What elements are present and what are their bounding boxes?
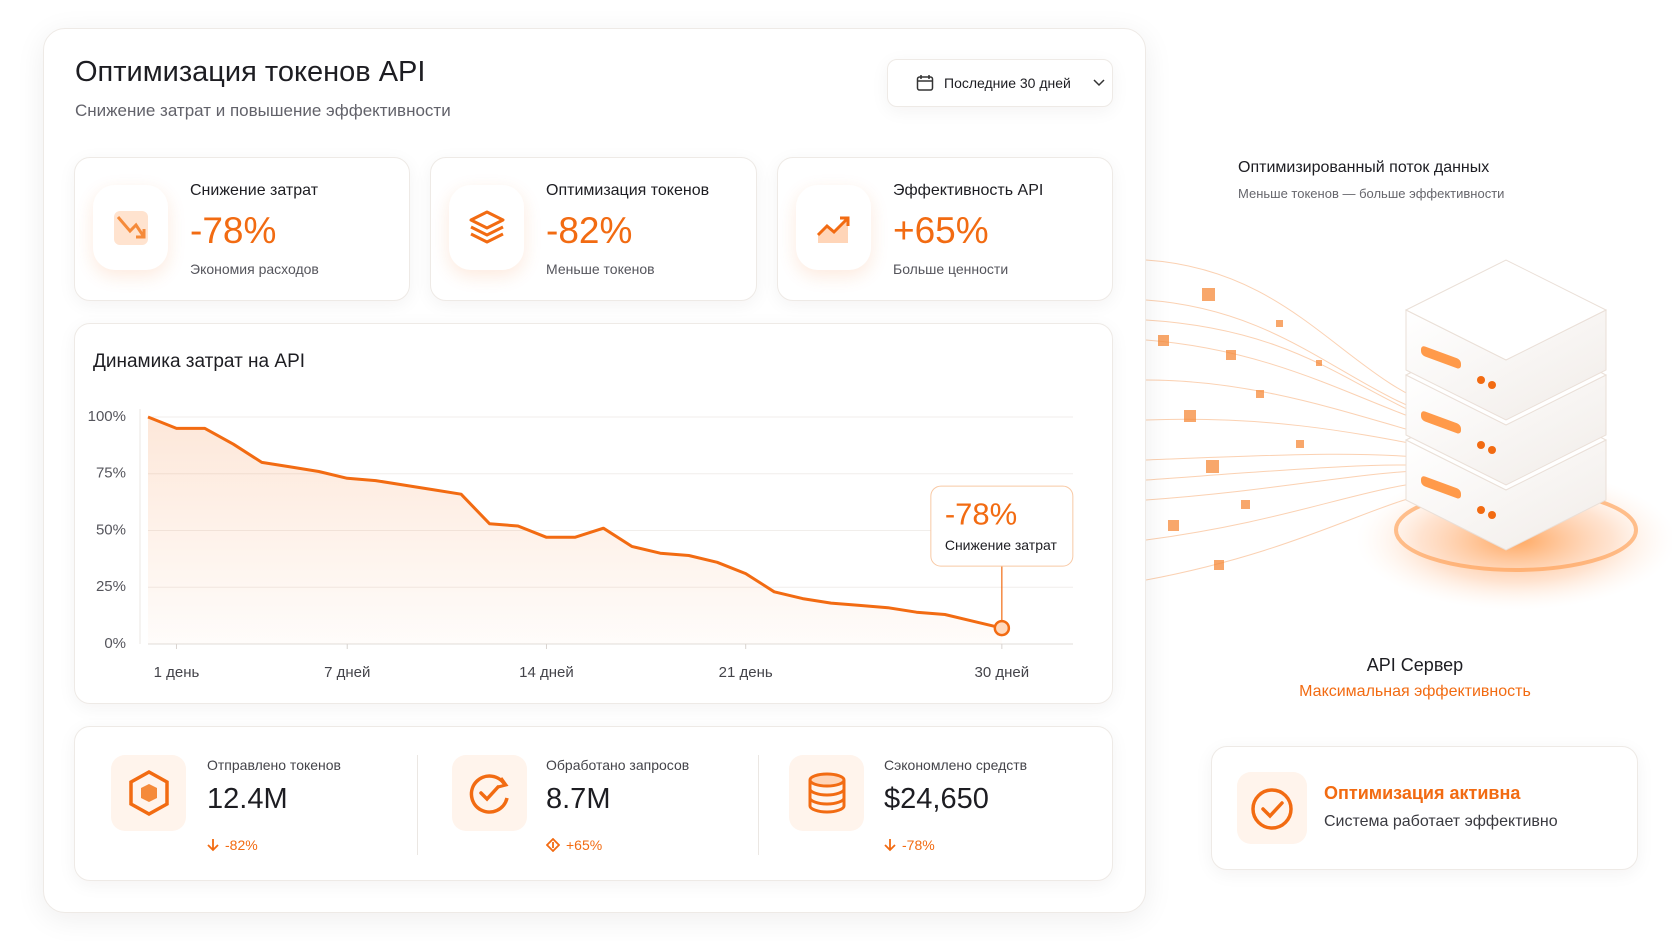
stat-delta-row: -82%: [207, 837, 258, 853]
status-card: Оптимизация активна Система работает эфф…: [1211, 746, 1638, 870]
kpi-icon: [93, 185, 168, 270]
annotation-text: Снижение затрат: [945, 537, 1058, 553]
x-tick-label: 21 день: [719, 664, 773, 681]
stat-delta: -78%: [902, 837, 935, 853]
kpi-value: -82%: [546, 210, 633, 251]
refresh-icon: [469, 774, 509, 814]
kpi-icon: [796, 185, 871, 270]
cost-icon: [113, 210, 148, 245]
divider: [758, 755, 759, 855]
down-arrow: [207, 839, 219, 852]
annotation-box: [930, 485, 1074, 567]
flow-title: Оптимизированный поток данных: [1238, 159, 1490, 176]
y-tick-label: 25%: [96, 578, 126, 595]
layers-icon: [469, 210, 504, 243]
chevron-icon: [1093, 79, 1105, 87]
end-point: [993, 619, 1011, 637]
x-tick-label: 1 день: [154, 664, 200, 681]
kpi-note: Экономия расходов: [190, 261, 319, 277]
chart: Динамика затрат на API 0% 25% 50% 75% 100% 1 …: [88, 351, 1074, 681]
kpi-card: Оптимизация токенов -82% Меньше токенов: [430, 157, 757, 301]
stats-card: Отправлено токенов 12.4M -82% Обработано…: [74, 726, 1113, 881]
page-title: Оптимизация токенов API: [75, 56, 426, 88]
area: [148, 417, 1002, 644]
stat-icon: [111, 755, 186, 831]
annotation-value: -78%: [945, 496, 1017, 531]
stat-label: Обработано запросов: [546, 757, 690, 773]
down-arrow: [884, 839, 896, 852]
kpi-note: Больше ценности: [893, 261, 1009, 277]
stat-icon: [789, 755, 864, 831]
server-subtitle: Максимальная эффективность: [1299, 683, 1531, 700]
status-title: Оптимизация активна: [1324, 783, 1521, 803]
status-text: Система работает эффективно: [1324, 813, 1558, 830]
chart-title: Динамика затрат на API: [93, 351, 305, 372]
kpi-card: Эффективность API +65% Больше ценности: [777, 157, 1113, 301]
y-tick-label: 50%: [96, 521, 126, 538]
kpi-title: Эффективность API: [893, 182, 1044, 199]
kpi-title: Оптимизация токенов: [546, 182, 710, 199]
flow-subtitle: Меньше токенов — больше эффективности: [1238, 186, 1505, 201]
stat-label: Отправлено токенов: [207, 757, 341, 773]
period-picker[interactable]: Последние 30 дней: [887, 59, 1113, 107]
y-tick-label: 100%: [88, 408, 126, 425]
chart-card: Динамика затрат на API 0% 25% 50% 75% 100% 1 …: [74, 323, 1113, 704]
kpi-icon: [449, 185, 524, 270]
stat-value: 12.4M: [207, 783, 288, 815]
coins-icon: [808, 772, 845, 814]
kpi-title: Снижение затрат: [190, 182, 319, 199]
check-icon: [1251, 788, 1293, 830]
divider: [417, 755, 418, 855]
stat-delta: +65%: [566, 837, 603, 853]
stat-value: 8.7M: [546, 783, 611, 815]
server-illustration: [1146, 259, 1672, 610]
kpi-note: Меньше токенов: [546, 261, 655, 277]
stat-delta-row: -78%: [884, 837, 935, 853]
x-tick-label: 14 дней: [519, 664, 574, 681]
trend-icon: [816, 216, 849, 243]
stat-icon: [452, 755, 527, 831]
calendar-icon: [916, 75, 934, 91]
kpi-value: -78%: [190, 210, 277, 251]
stat-label: Сэкономлено средств: [884, 757, 1028, 773]
server-title: API Сервер: [1366, 655, 1464, 675]
period-label: Последние 30 дней: [944, 75, 1071, 91]
x-tick-label: 7 дней: [324, 664, 370, 681]
kpi-card: Снижение затрат -78% Экономия расходов: [74, 157, 410, 301]
page-subtitle: Снижение затрат и повышение эффективност…: [75, 101, 451, 120]
x-tick-label: 30 дней: [975, 664, 1030, 681]
stat-delta-row: +65%: [546, 837, 602, 853]
status-icon: [1237, 772, 1307, 844]
kpi-value: +65%: [893, 210, 989, 251]
stat-value: $24,650: [884, 783, 989, 815]
diamond-icon: [546, 838, 560, 852]
y-tick-label: 75%: [96, 465, 126, 482]
line: [147, 415, 1003, 630]
y-tick-label: 0%: [104, 635, 126, 652]
stat-delta: -82%: [225, 837, 258, 853]
hex-icon: [128, 769, 169, 817]
